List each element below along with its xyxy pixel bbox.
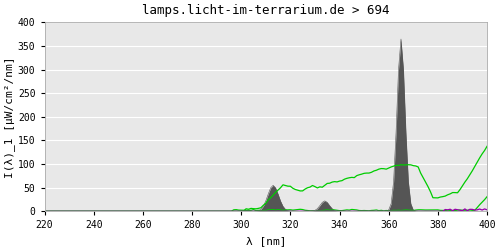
Y-axis label: I(λ)_1 [µW/cm²/nm]: I(λ)_1 [µW/cm²/nm] <box>4 56 15 178</box>
X-axis label: λ [nm]: λ [nm] <box>246 236 286 246</box>
Title: lamps.licht-im-terrarium.de > 694: lamps.licht-im-terrarium.de > 694 <box>142 4 390 17</box>
